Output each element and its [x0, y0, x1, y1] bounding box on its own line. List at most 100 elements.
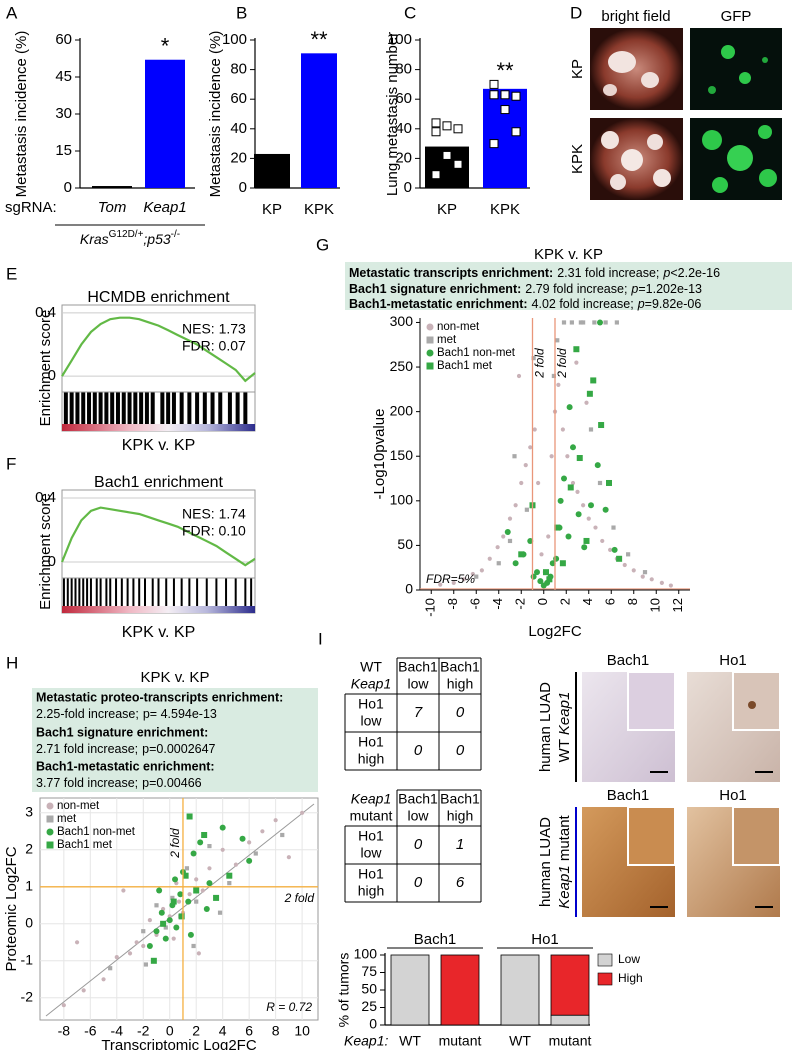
- data-point: [668, 583, 673, 588]
- row-label: KP: [569, 59, 586, 79]
- gfp-spot: [712, 177, 728, 193]
- data-point: [461, 577, 466, 582]
- y-tick-label: 0: [404, 179, 412, 196]
- data-point: [273, 818, 278, 823]
- lung-nodule: [601, 131, 619, 149]
- data-point: [206, 880, 213, 887]
- panel-label: A: [6, 3, 18, 22]
- x-tick-label: Keap1: [143, 199, 186, 216]
- data-point: [551, 373, 556, 379]
- data-point: [598, 422, 605, 429]
- legend-label: non-met: [437, 321, 480, 333]
- x-tick-label: Tom: [98, 199, 127, 216]
- x-tick-label: 10: [294, 1023, 310, 1039]
- data-point: [186, 813, 193, 820]
- data-point: [512, 560, 519, 567]
- y-tick-label: 0.4: [35, 304, 56, 321]
- data-point: [570, 444, 576, 451]
- y-tick-label: 200: [390, 402, 414, 418]
- y-tick-label: 250: [390, 358, 414, 374]
- data-point: [489, 139, 499, 149]
- bar: [301, 53, 337, 188]
- image-column-label: Ho1: [719, 787, 747, 804]
- y-tick-label: 100: [390, 492, 414, 508]
- y-tick-label: -1: [21, 952, 34, 968]
- stats-box: [32, 688, 318, 792]
- ihc-inset: [627, 806, 676, 866]
- significance: **: [310, 27, 328, 52]
- data-point: [187, 892, 192, 897]
- x-tick-label: -6: [84, 1023, 97, 1039]
- stat-line: 2.25-fold increase; p= 4.594e-13: [36, 707, 217, 721]
- image-row-label: human LUAD: [537, 817, 554, 907]
- x-tick-label: 0: [535, 598, 550, 605]
- y-tick-label: 2: [25, 841, 33, 857]
- chart-title: KPK v. KP: [534, 246, 603, 263]
- table-cell: 6: [456, 874, 465, 891]
- data-point: [524, 507, 529, 512]
- y-tick-label: 45: [55, 68, 72, 85]
- bar-segment: [500, 954, 540, 1026]
- data-point: [474, 574, 479, 579]
- panel-label: F: [6, 454, 16, 473]
- legend-marker: [46, 815, 54, 823]
- data-point: [527, 537, 534, 544]
- data-point: [239, 835, 246, 842]
- y-axis-label: Enrichment score: [37, 310, 54, 427]
- data-point: [163, 925, 168, 930]
- threshold-label: 2 fold: [168, 828, 182, 859]
- x-tick-label: -8: [58, 1023, 71, 1039]
- panel-label: I: [318, 629, 323, 648]
- data-point: [569, 320, 574, 325]
- data-point: [584, 400, 589, 405]
- stat-value: =1.202e-13: [638, 282, 702, 296]
- data-point: [101, 977, 106, 982]
- chart-title: HCMDB enrichment: [87, 289, 230, 306]
- data-point: [173, 924, 180, 931]
- data-point: [512, 454, 517, 459]
- data-point: [470, 571, 475, 577]
- data-point: [500, 90, 510, 100]
- table-column-header: Bach1: [440, 791, 480, 807]
- data-point: [659, 580, 664, 585]
- data-point: [565, 454, 570, 459]
- data-point: [170, 898, 177, 905]
- image-column-label: Bach1: [607, 787, 650, 804]
- data-point: [160, 920, 167, 927]
- data-point: [602, 506, 609, 513]
- legend-label: non-met: [57, 800, 100, 812]
- panel-d-images: [590, 28, 782, 200]
- x-axis-label: KPK v. KP: [122, 624, 196, 641]
- data-point: [507, 538, 513, 544]
- data-point: [286, 855, 291, 860]
- legend-marker: [426, 362, 434, 370]
- data-point: [154, 903, 159, 908]
- data-point: [207, 866, 212, 871]
- stat-heading: Bach1-metastatic enrichment:: [349, 297, 528, 311]
- data-point: [556, 382, 561, 387]
- data-point: [554, 524, 561, 531]
- y-axis-label: Metastasis incidence (%): [13, 31, 30, 198]
- lung-nodule: [653, 169, 671, 187]
- table-row-header: Ho1: [358, 696, 384, 712]
- data-point: [532, 427, 537, 432]
- data-point: [588, 502, 594, 509]
- genotype-part: Kras: [80, 231, 109, 247]
- legend-label: Bach1 met: [57, 839, 113, 851]
- y-tick-label: 0: [239, 179, 247, 196]
- y-axis-label: Enrichment score: [37, 493, 54, 610]
- data-point: [219, 824, 226, 831]
- y-tick-label: 15: [55, 142, 72, 159]
- image-row-label: human LUAD: [537, 682, 554, 772]
- data-point: [233, 862, 239, 867]
- lung-nodule: [610, 174, 626, 190]
- table-cell: 0: [456, 742, 465, 759]
- chart-title: Bach1 enrichment: [94, 474, 224, 491]
- legend-label: Bach1 non-met: [437, 347, 516, 359]
- bar: [254, 153, 290, 188]
- data-point: [511, 127, 521, 137]
- stat-line: Metastatic transcripts enrichment: 2.31 f…: [349, 266, 720, 280]
- legend-swatch: [597, 953, 613, 967]
